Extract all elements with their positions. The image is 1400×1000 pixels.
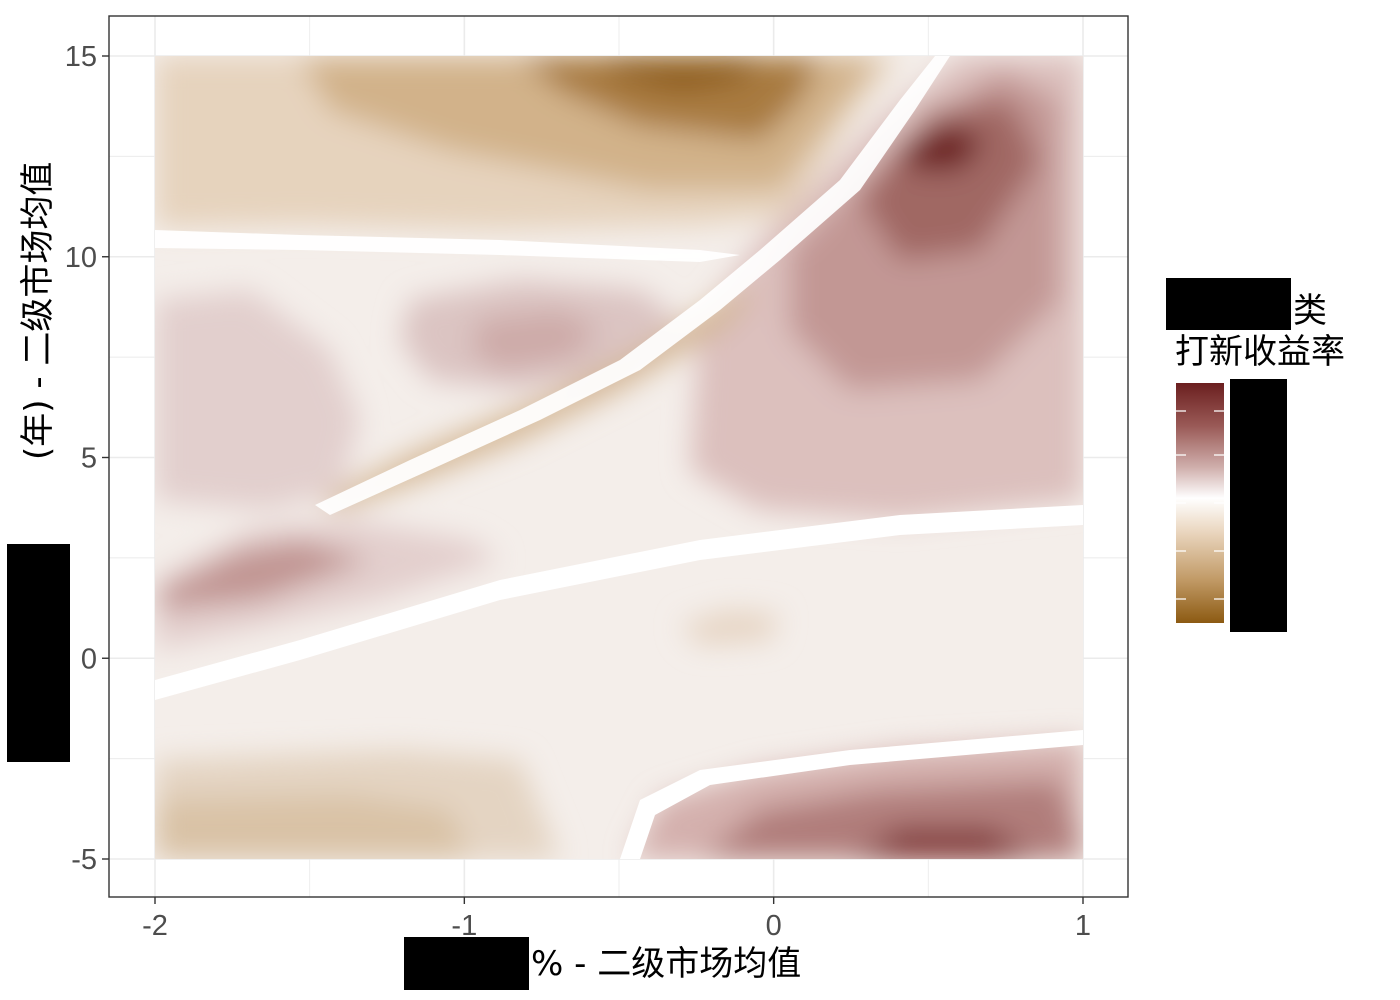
top-brown-center <box>600 56 760 90</box>
legend-title-line1: 类 <box>1293 291 1327 331</box>
y-tick-label: 5 <box>81 443 97 475</box>
legend-ticks <box>1176 410 1224 600</box>
axis-ticks: -2 -1 0 1 -5 0 5 10 15 <box>65 41 1091 942</box>
x-tick-label: -2 <box>142 910 168 942</box>
x-axis-title: % - 二级市场均值 <box>531 944 801 984</box>
white-band-upper <box>155 230 740 262</box>
mid-red-bump-core <box>470 310 600 370</box>
bottom-left-brown-core <box>155 795 470 859</box>
top-brown-peak <box>520 56 820 140</box>
white-band-lower <box>620 730 1083 859</box>
right-red-high <box>860 100 1040 260</box>
legend-labels-redaction <box>1230 379 1287 632</box>
x-tick-label: 0 <box>766 910 782 942</box>
legend-title-line2: 打新收益率 <box>1175 332 1345 372</box>
bottom-red-peak <box>850 830 1040 859</box>
right-red-peak <box>900 125 985 170</box>
left-red-plateau <box>155 290 360 510</box>
y-axis-title: (年) - 二级市场均值 <box>18 162 58 460</box>
legend-title-redaction <box>1166 278 1291 330</box>
x-title-redaction <box>404 937 529 990</box>
contour-field <box>155 56 1083 859</box>
y-title-redaction <box>7 544 70 762</box>
x-tick-label: 1 <box>1075 910 1091 942</box>
y-tick-label: -5 <box>71 844 97 876</box>
y-tick-label: 10 <box>65 242 97 274</box>
plot-border <box>108 15 1129 898</box>
small-brown-spot <box>680 610 780 645</box>
y-tick-label: 0 <box>81 643 97 675</box>
left-red-ridge-core <box>160 540 370 610</box>
y-tick-label: 15 <box>65 41 97 73</box>
white-band-middle <box>155 505 1083 700</box>
x-tick-label: -1 <box>451 910 477 942</box>
